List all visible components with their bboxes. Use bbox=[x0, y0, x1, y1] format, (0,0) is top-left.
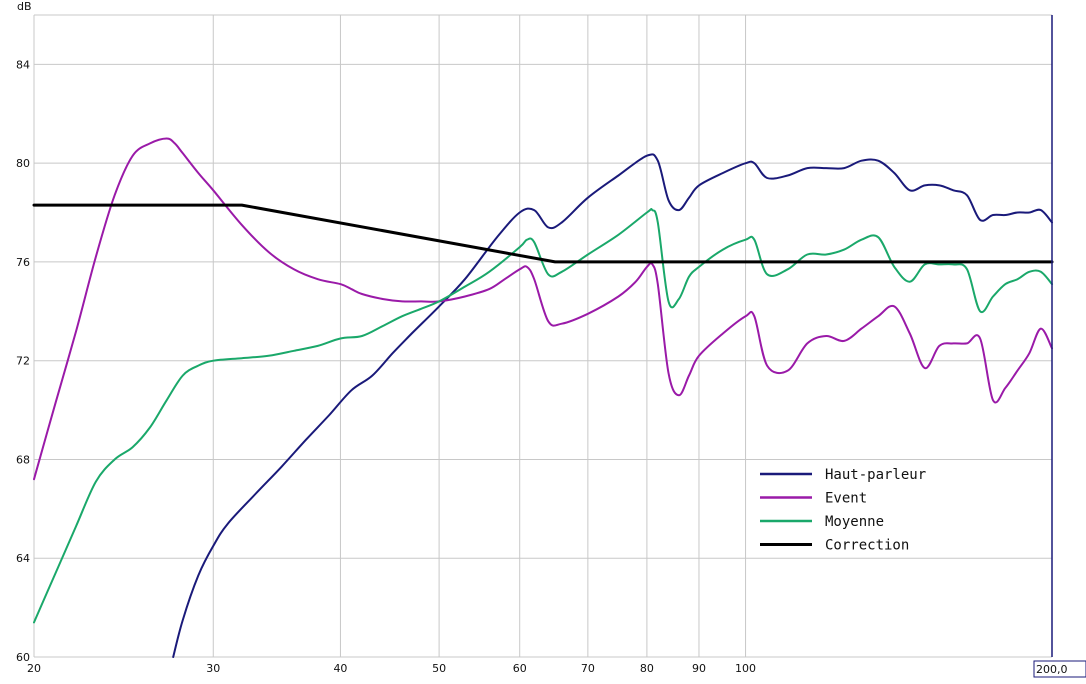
x-end-value-box[interactable]: 200,0 bbox=[1033, 660, 1086, 678]
x-end-value-box-frame bbox=[1033, 660, 1086, 678]
y-tick-label: 84 bbox=[16, 58, 30, 71]
y-tick-label: 68 bbox=[16, 453, 30, 466]
series-layer bbox=[32, 137, 1054, 658]
x-tick-label: 20 bbox=[27, 662, 41, 675]
x-tick-label: 40 bbox=[333, 662, 347, 675]
y-unit-label: dB bbox=[17, 0, 32, 13]
x-tick-label: 60 bbox=[513, 662, 527, 675]
y-tick-label: 72 bbox=[16, 355, 30, 368]
series-line-correction bbox=[32, 203, 1054, 264]
grid-layer bbox=[33, 14, 1052, 658]
series-line-moyenne bbox=[33, 208, 1053, 624]
y-tick-label: 64 bbox=[16, 552, 30, 565]
y-tick-label: 60 bbox=[16, 651, 30, 664]
tick-label-layer: 20 30 40 50 60 70 80 90 100 60 64 68 72 76 80 84 bbox=[16, 58, 756, 675]
series-line-haut-parleur bbox=[172, 153, 1053, 658]
series-line-event bbox=[33, 137, 1053, 481]
legend-label-correction: Correction bbox=[825, 538, 909, 554]
y-tick-label: 80 bbox=[16, 157, 30, 170]
x-tick-label: 30 bbox=[206, 662, 220, 675]
x-tick-label: 90 bbox=[692, 662, 706, 675]
legend: Haut-parleur Event Moyenne Correction bbox=[760, 467, 926, 554]
x-end-value-label: 200,0 bbox=[1036, 663, 1068, 676]
x-tick-label: 70 bbox=[581, 662, 595, 675]
legend-label-event: Event bbox=[825, 491, 867, 507]
legend-label-moyenne: Moyenne bbox=[825, 514, 884, 530]
x-tick-label: 80 bbox=[640, 662, 654, 675]
x-tick-label: 50 bbox=[432, 662, 446, 675]
y-tick-label: 76 bbox=[16, 256, 30, 269]
legend-label-haut-parleur: Haut-parleur bbox=[825, 467, 926, 483]
x-tick-label: 100 bbox=[735, 662, 756, 675]
